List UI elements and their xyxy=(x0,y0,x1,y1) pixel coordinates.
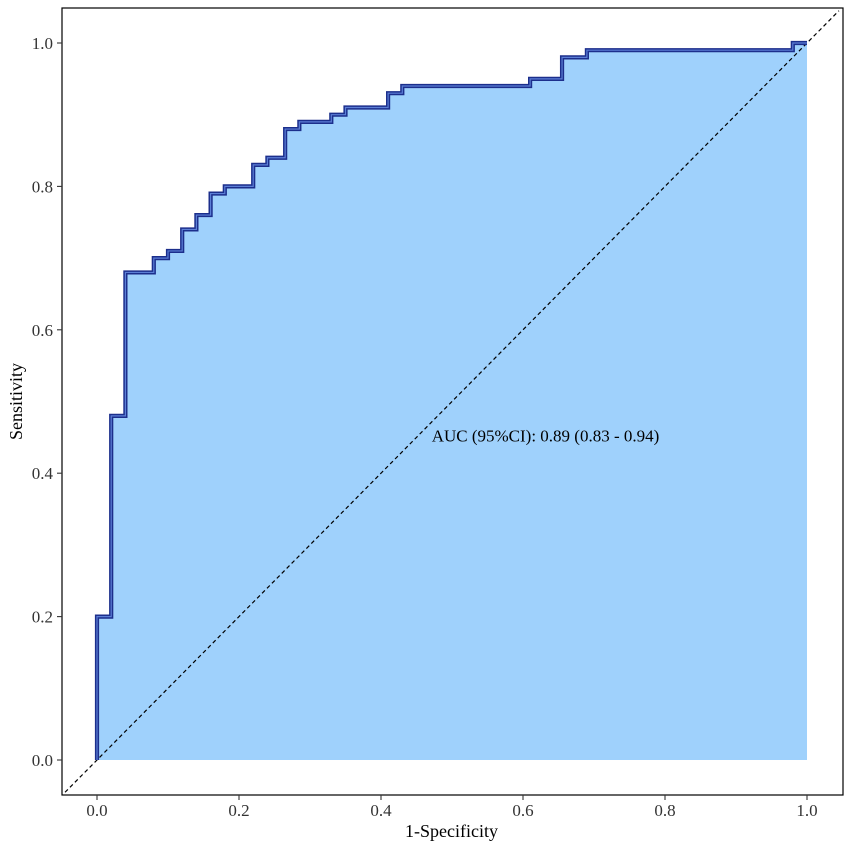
y-tick-label: 0.0 xyxy=(32,751,53,770)
x-tick-label: 0.4 xyxy=(370,801,392,820)
y-axis-title: Sensitivity xyxy=(6,363,26,440)
plot-panel-border xyxy=(61,7,844,796)
roc-curve-line-inner xyxy=(96,42,807,760)
y-tick-label: 0.2 xyxy=(32,608,53,627)
y-tick-label: 1.0 xyxy=(32,34,53,53)
x-tick-label: 0.8 xyxy=(654,801,675,820)
x-tick-label: 0.2 xyxy=(228,801,249,820)
auc-annotation: AUC (95%CI): 0.89 (0.83 - 0.94) xyxy=(432,426,660,445)
roc-curve xyxy=(94,40,807,760)
y-tick-label: 0.8 xyxy=(32,177,53,196)
y-tick-label: 0.6 xyxy=(32,321,53,340)
x-tick-label: 1.0 xyxy=(796,801,817,820)
x-axis-title: 1-Specificity xyxy=(405,821,498,841)
reference-diagonal xyxy=(64,10,840,793)
y-tick-label: 0.4 xyxy=(32,464,54,483)
y-axis: 0.0 0.2 0.4 0.6 0.8 1.0 xyxy=(32,34,62,770)
x-tick-label: 0.6 xyxy=(512,801,533,820)
x-axis: 0.0 0.2 0.4 0.6 0.8 1.0 xyxy=(86,795,818,820)
x-tick-label: 0.0 xyxy=(86,801,107,820)
